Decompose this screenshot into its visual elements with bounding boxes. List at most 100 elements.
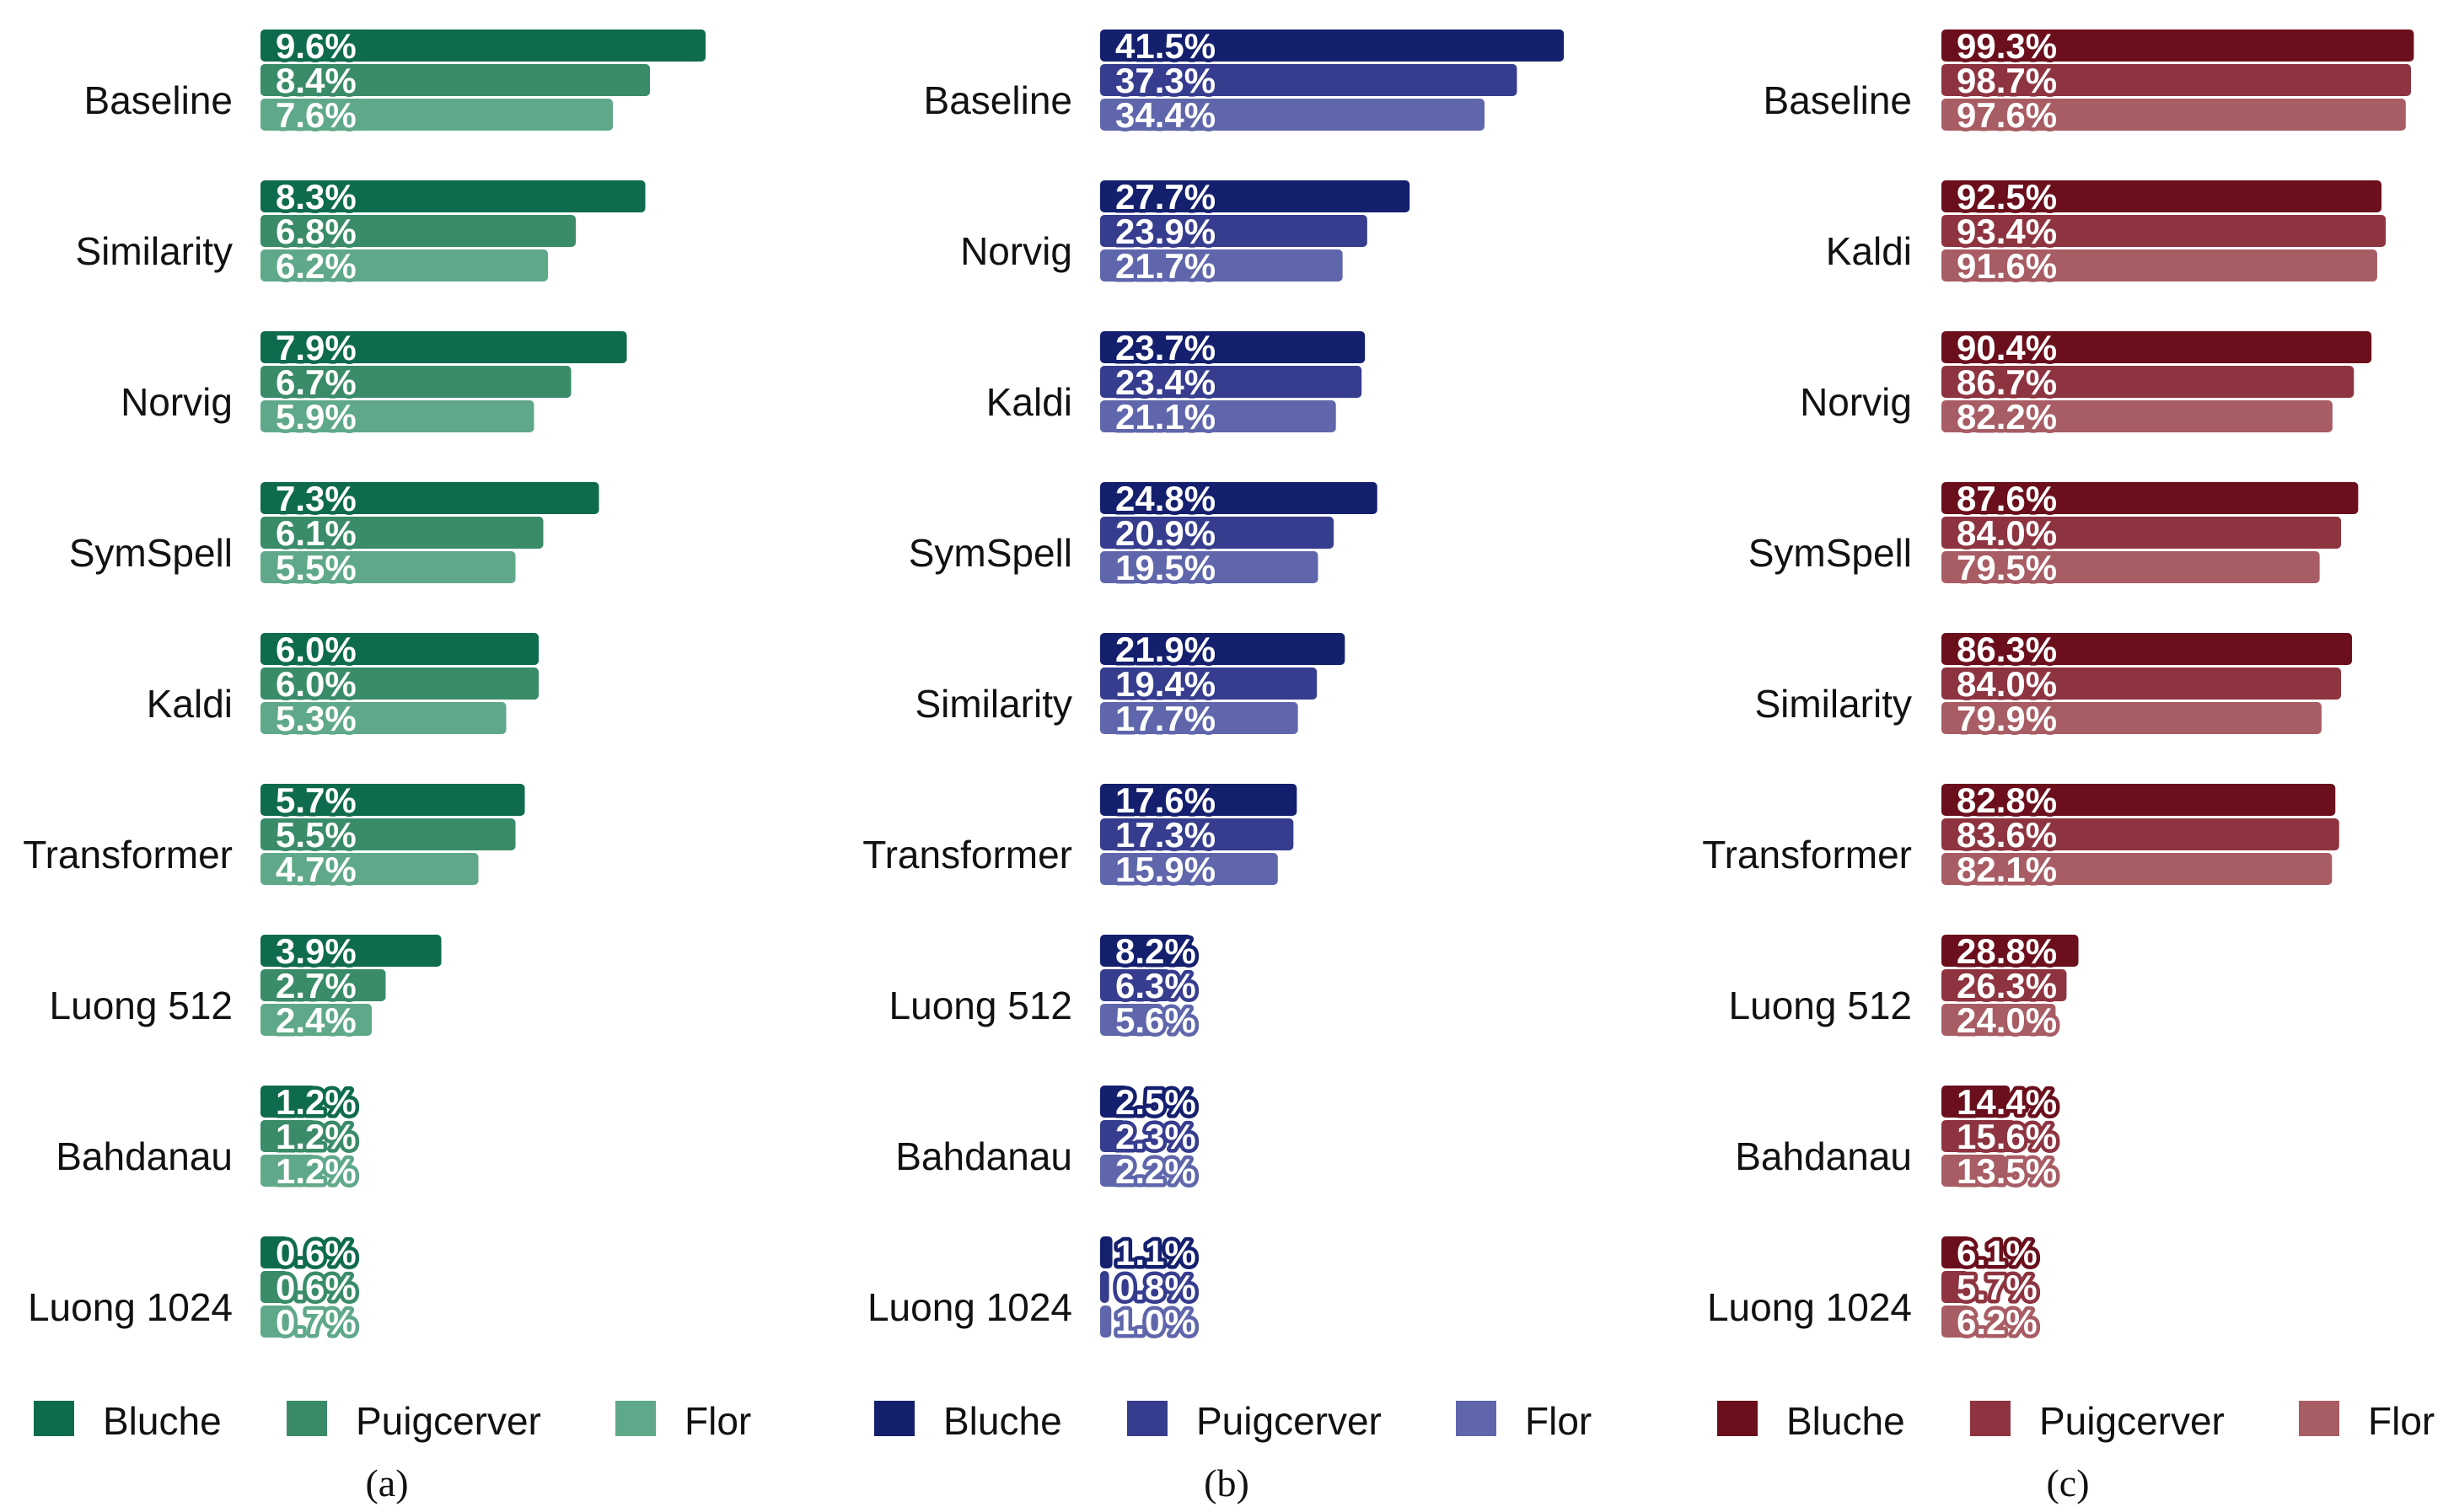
data-label: 2.4% [276,1000,357,1040]
data-label: 91.6% [1957,246,2057,286]
category-label: Bahdanau [56,1134,233,1178]
bar [1100,633,1345,665]
bar [1100,482,1377,514]
data-label: 2.7% [276,966,357,1005]
bar [260,784,525,816]
data-label: 0.8% [1115,1268,1196,1307]
bar [1941,1155,2006,1187]
bar [260,64,650,96]
bar [1941,935,2079,967]
bar [260,1271,288,1303]
category-label: Similarity [75,229,233,273]
data-label: 9.6% [276,26,357,66]
bar [260,969,386,1001]
data-label: 1.2% [276,1082,357,1122]
bar [260,853,479,885]
data-label: 13.5% [1957,1151,2057,1191]
data-label: 17.7% [1115,699,1216,738]
data-label: 82.1% [1957,850,2057,889]
data-label: 6.2% [1957,1302,2038,1342]
data-label: 4.7% [276,850,357,889]
data-label: 0.6% [276,1268,357,1307]
data-label: 87.6% [1957,479,2057,518]
data-label: 28.8% [1957,931,2057,971]
data-label: 0.6% [276,1233,357,1273]
chart-panel-1: Baseline9.6%8.4%7.6%Similarity8.3%6.8%6.… [23,23,751,1505]
data-label: 37.3% [1115,61,1216,100]
data-label: 5.9% [276,397,357,437]
bar [1100,551,1318,583]
data-label: 14.4% [1957,1082,2057,1122]
category-label: Baseline [924,78,1072,122]
data-label: 82.8% [1957,780,2057,820]
legend-label: Puigcerver [1196,1399,1382,1443]
legend-swatch [1456,1401,1496,1436]
bar [1941,366,2354,398]
data-label: 23.4% [1115,362,1216,402]
category-label: Bahdanau [1735,1134,1912,1178]
data-label: 23.9% [1115,212,1216,251]
bar [1100,1004,1163,1036]
bar [1941,1271,1969,1303]
bar [1941,331,2372,363]
bar [1941,818,2339,850]
bar [1100,1271,1109,1303]
data-label: 83.6% [1957,815,2057,855]
category-label: Luong 1024 [28,1285,233,1329]
bar [260,935,442,967]
bar [260,1004,372,1036]
legend-swatch [2299,1401,2339,1436]
category-label: Norvig [121,380,233,424]
bar [1100,1120,1126,1152]
bar [1100,29,1565,62]
bar [1941,784,2336,816]
bar [1100,1086,1129,1118]
bar [260,249,548,281]
legend-swatch [1970,1401,2011,1436]
data-label: 21.9% [1115,630,1216,669]
legend-swatch [1717,1401,1758,1436]
bar [260,818,516,850]
data-label: 7.9% [276,328,357,367]
category-label: Luong 512 [1729,984,1912,1027]
bar [1100,1306,1112,1338]
data-label: 19.4% [1115,664,1216,704]
data-label: 5.7% [1957,1268,2038,1307]
data-label: 41.5% [1115,26,1216,66]
data-label: 6.2% [276,246,357,286]
data-label: 6.0% [276,630,357,669]
bar [1941,668,2342,700]
data-label: 99.3% [1957,26,2057,66]
data-label: 5.3% [276,699,357,738]
bar [260,1236,288,1268]
data-label: 6.1% [276,513,357,553]
bar [260,1086,316,1118]
bar [1941,853,2333,885]
data-label: 6.8% [276,212,357,251]
bar [1100,331,1366,363]
data-label: 17.3% [1115,815,1216,855]
bar [1100,935,1192,967]
bar [260,1120,316,1152]
bar [1941,64,2412,96]
bar [260,180,646,212]
category-label: Luong 1024 [867,1285,1072,1329]
bar [1941,1120,2016,1152]
panel-label: (a) [365,1461,408,1504]
category-label: Baseline [84,78,233,122]
bar [1100,64,1517,96]
data-label: 24.8% [1115,479,1216,518]
category-label: Kaldi [147,682,233,726]
bar [1100,215,1367,247]
bar [260,99,613,131]
bar [260,668,539,700]
category-label: Kaldi [1826,229,1912,273]
legend-swatch [874,1401,915,1436]
data-label: 92.5% [1957,177,2057,217]
data-label: 1.1% [1115,1233,1196,1273]
data-label: 98.7% [1957,61,2057,100]
category-label: Transformer [23,833,233,877]
bar [1100,400,1336,432]
legend-label: Puigcerver [2039,1399,2225,1443]
data-label: 90.4% [1957,328,2057,367]
